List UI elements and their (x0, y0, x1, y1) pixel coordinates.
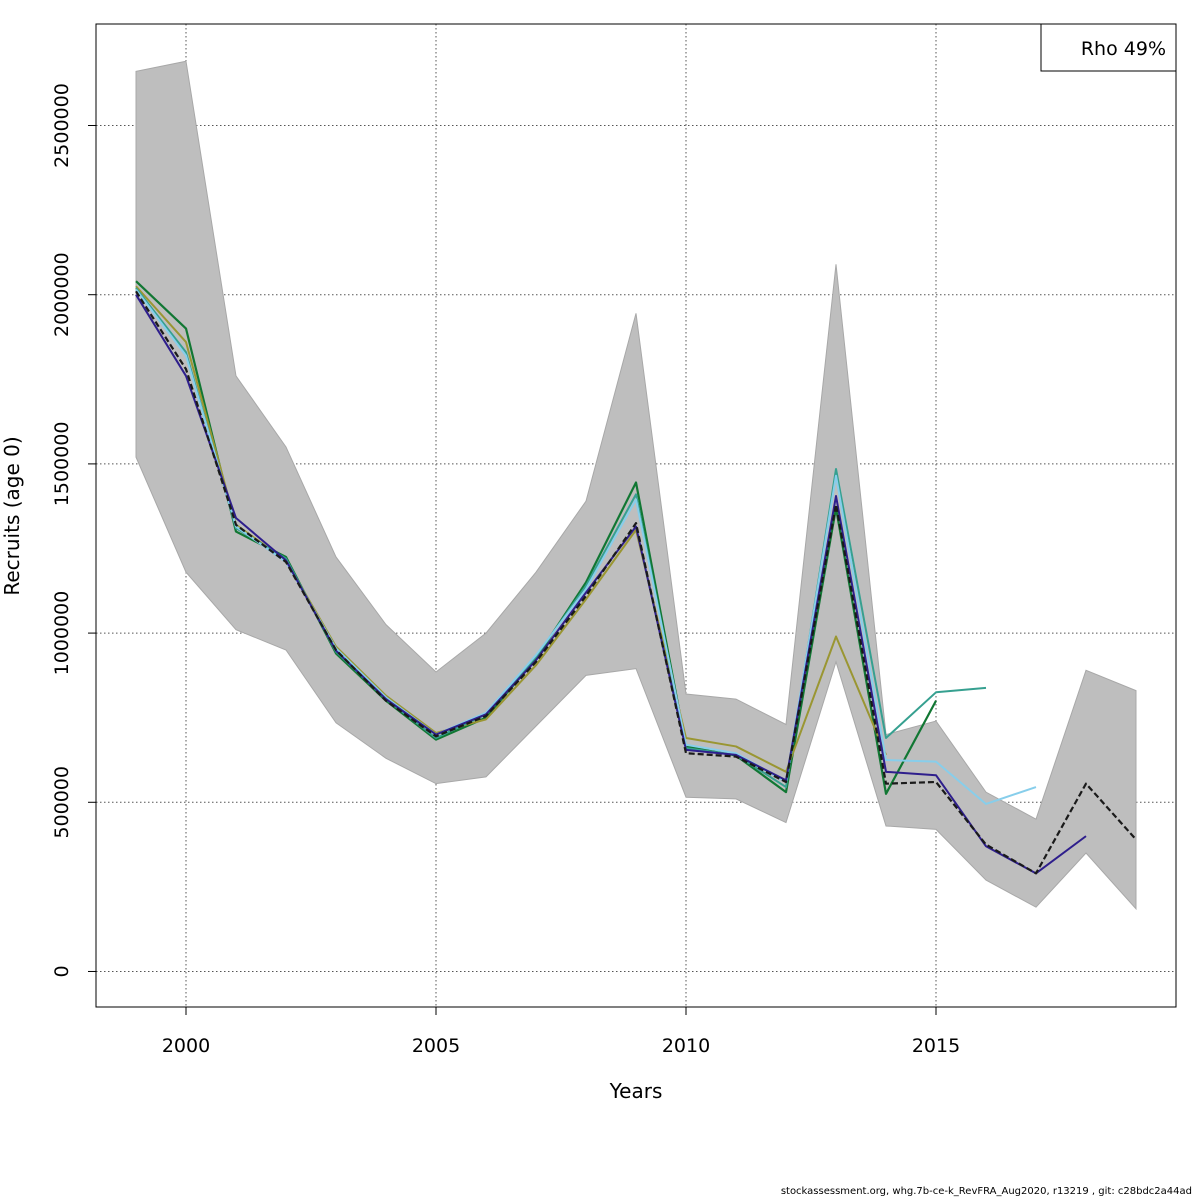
y-tick-label: 1000000 (51, 591, 73, 676)
legend-box (1040, 23, 1177, 72)
x-tick-label: 2010 (662, 1035, 710, 1057)
x-tick-label: 2000 (162, 1035, 210, 1057)
y-tick-label: 2500000 (51, 83, 73, 168)
y-axis-label: Recruits (age 0) (0, 436, 24, 595)
x-axis: 2000 2005 2010 2015 (162, 1007, 960, 1057)
y-tick-label: 500000 (51, 766, 73, 839)
legend-text: Rho 49% (1081, 38, 1166, 60)
x-tick-label: 2015 (912, 1035, 960, 1057)
x-axis-label: Years (609, 1079, 663, 1103)
y-tick-label: 1500000 (51, 422, 73, 507)
y-tick-label: 0 (51, 965, 73, 977)
legend: Rho 49% (1040, 23, 1177, 72)
plot-frame (95, 23, 1177, 1008)
y-axis: 0 500000 1000000 1500000 2000000 2500000 (51, 83, 96, 978)
x-tick-label: 2005 (412, 1035, 460, 1057)
y-tick-label: 2000000 (51, 252, 73, 337)
series-layer (135, 280, 1137, 875)
series-line-1 (135, 290, 1137, 875)
footer-caption: stockassessment.org, whg.7b-ce-k_RevFRA_… (780, 1186, 1192, 1197)
